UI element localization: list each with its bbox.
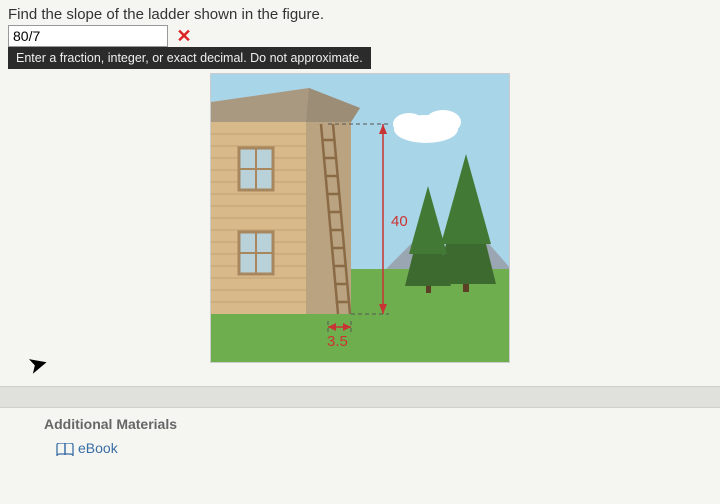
question-prompt: Find the slope of the ladder shown in th…	[0, 0, 720, 25]
answer-input[interactable]	[8, 25, 168, 47]
hint-tooltip: Enter a fraction, integer, or exact deci…	[8, 47, 371, 69]
book-icon	[56, 443, 74, 457]
ladder-figure: 40 3.5	[210, 73, 510, 363]
incorrect-icon: ✕	[176, 26, 191, 46]
vertical-dimension-label: 40	[391, 213, 408, 230]
ebook-label: eBook	[78, 440, 118, 456]
ebook-link[interactable]: eBook	[56, 440, 118, 456]
ebook-row: eBook	[0, 436, 720, 458]
answer-row: ✕	[0, 25, 720, 47]
additional-materials-heading: Additional Materials	[0, 408, 720, 436]
horizontal-dimension-label: 3.5	[327, 333, 348, 350]
section-divider	[0, 386, 720, 408]
figure-container: 40 3.5	[0, 73, 720, 368]
